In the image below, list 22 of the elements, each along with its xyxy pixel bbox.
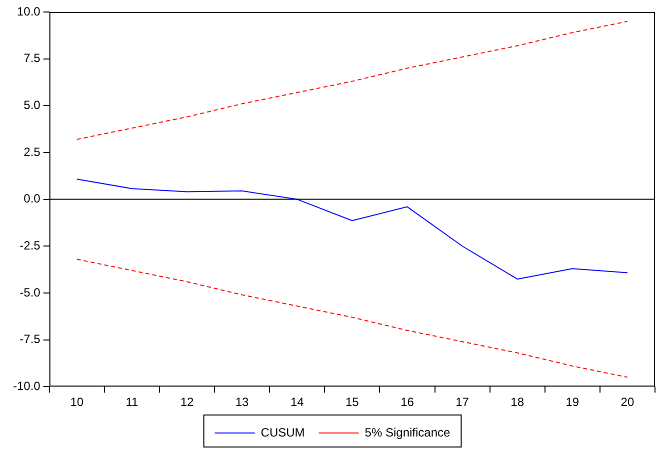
x-tick-label: 10 bbox=[70, 395, 84, 410]
y-tick-label: -10.0 bbox=[12, 378, 41, 393]
y-tick-label: 2.5 bbox=[24, 144, 41, 159]
y-tick-label: 5.0 bbox=[24, 98, 41, 112]
x-tick-label: 20 bbox=[620, 395, 634, 410]
x-tick-label: 18 bbox=[510, 395, 524, 410]
x-tick-label: 12 bbox=[180, 395, 194, 410]
x-tick-label: 13 bbox=[235, 395, 250, 410]
y-tick-label: 10.0 bbox=[16, 4, 41, 18]
x-tick-label: 16 bbox=[400, 395, 414, 410]
x-tick-label: 19 bbox=[566, 395, 580, 410]
y-tick-label: 7.5 bbox=[24, 51, 41, 66]
y-tick-label: -7.5 bbox=[20, 332, 41, 346]
y-tick-label: -2.5 bbox=[20, 238, 41, 252]
x-tick-label: 11 bbox=[126, 395, 138, 410]
x-tick-label: 17 bbox=[456, 395, 470, 410]
legend-label: CUSUM bbox=[260, 425, 305, 440]
y-tick-label: 0.0 bbox=[24, 192, 41, 206]
legend-label: 5% Significance bbox=[364, 425, 451, 440]
x-tick-label: 15 bbox=[345, 395, 360, 410]
y-tick-label: -5.0 bbox=[20, 285, 41, 300]
x-tick-label: 14 bbox=[290, 395, 304, 410]
